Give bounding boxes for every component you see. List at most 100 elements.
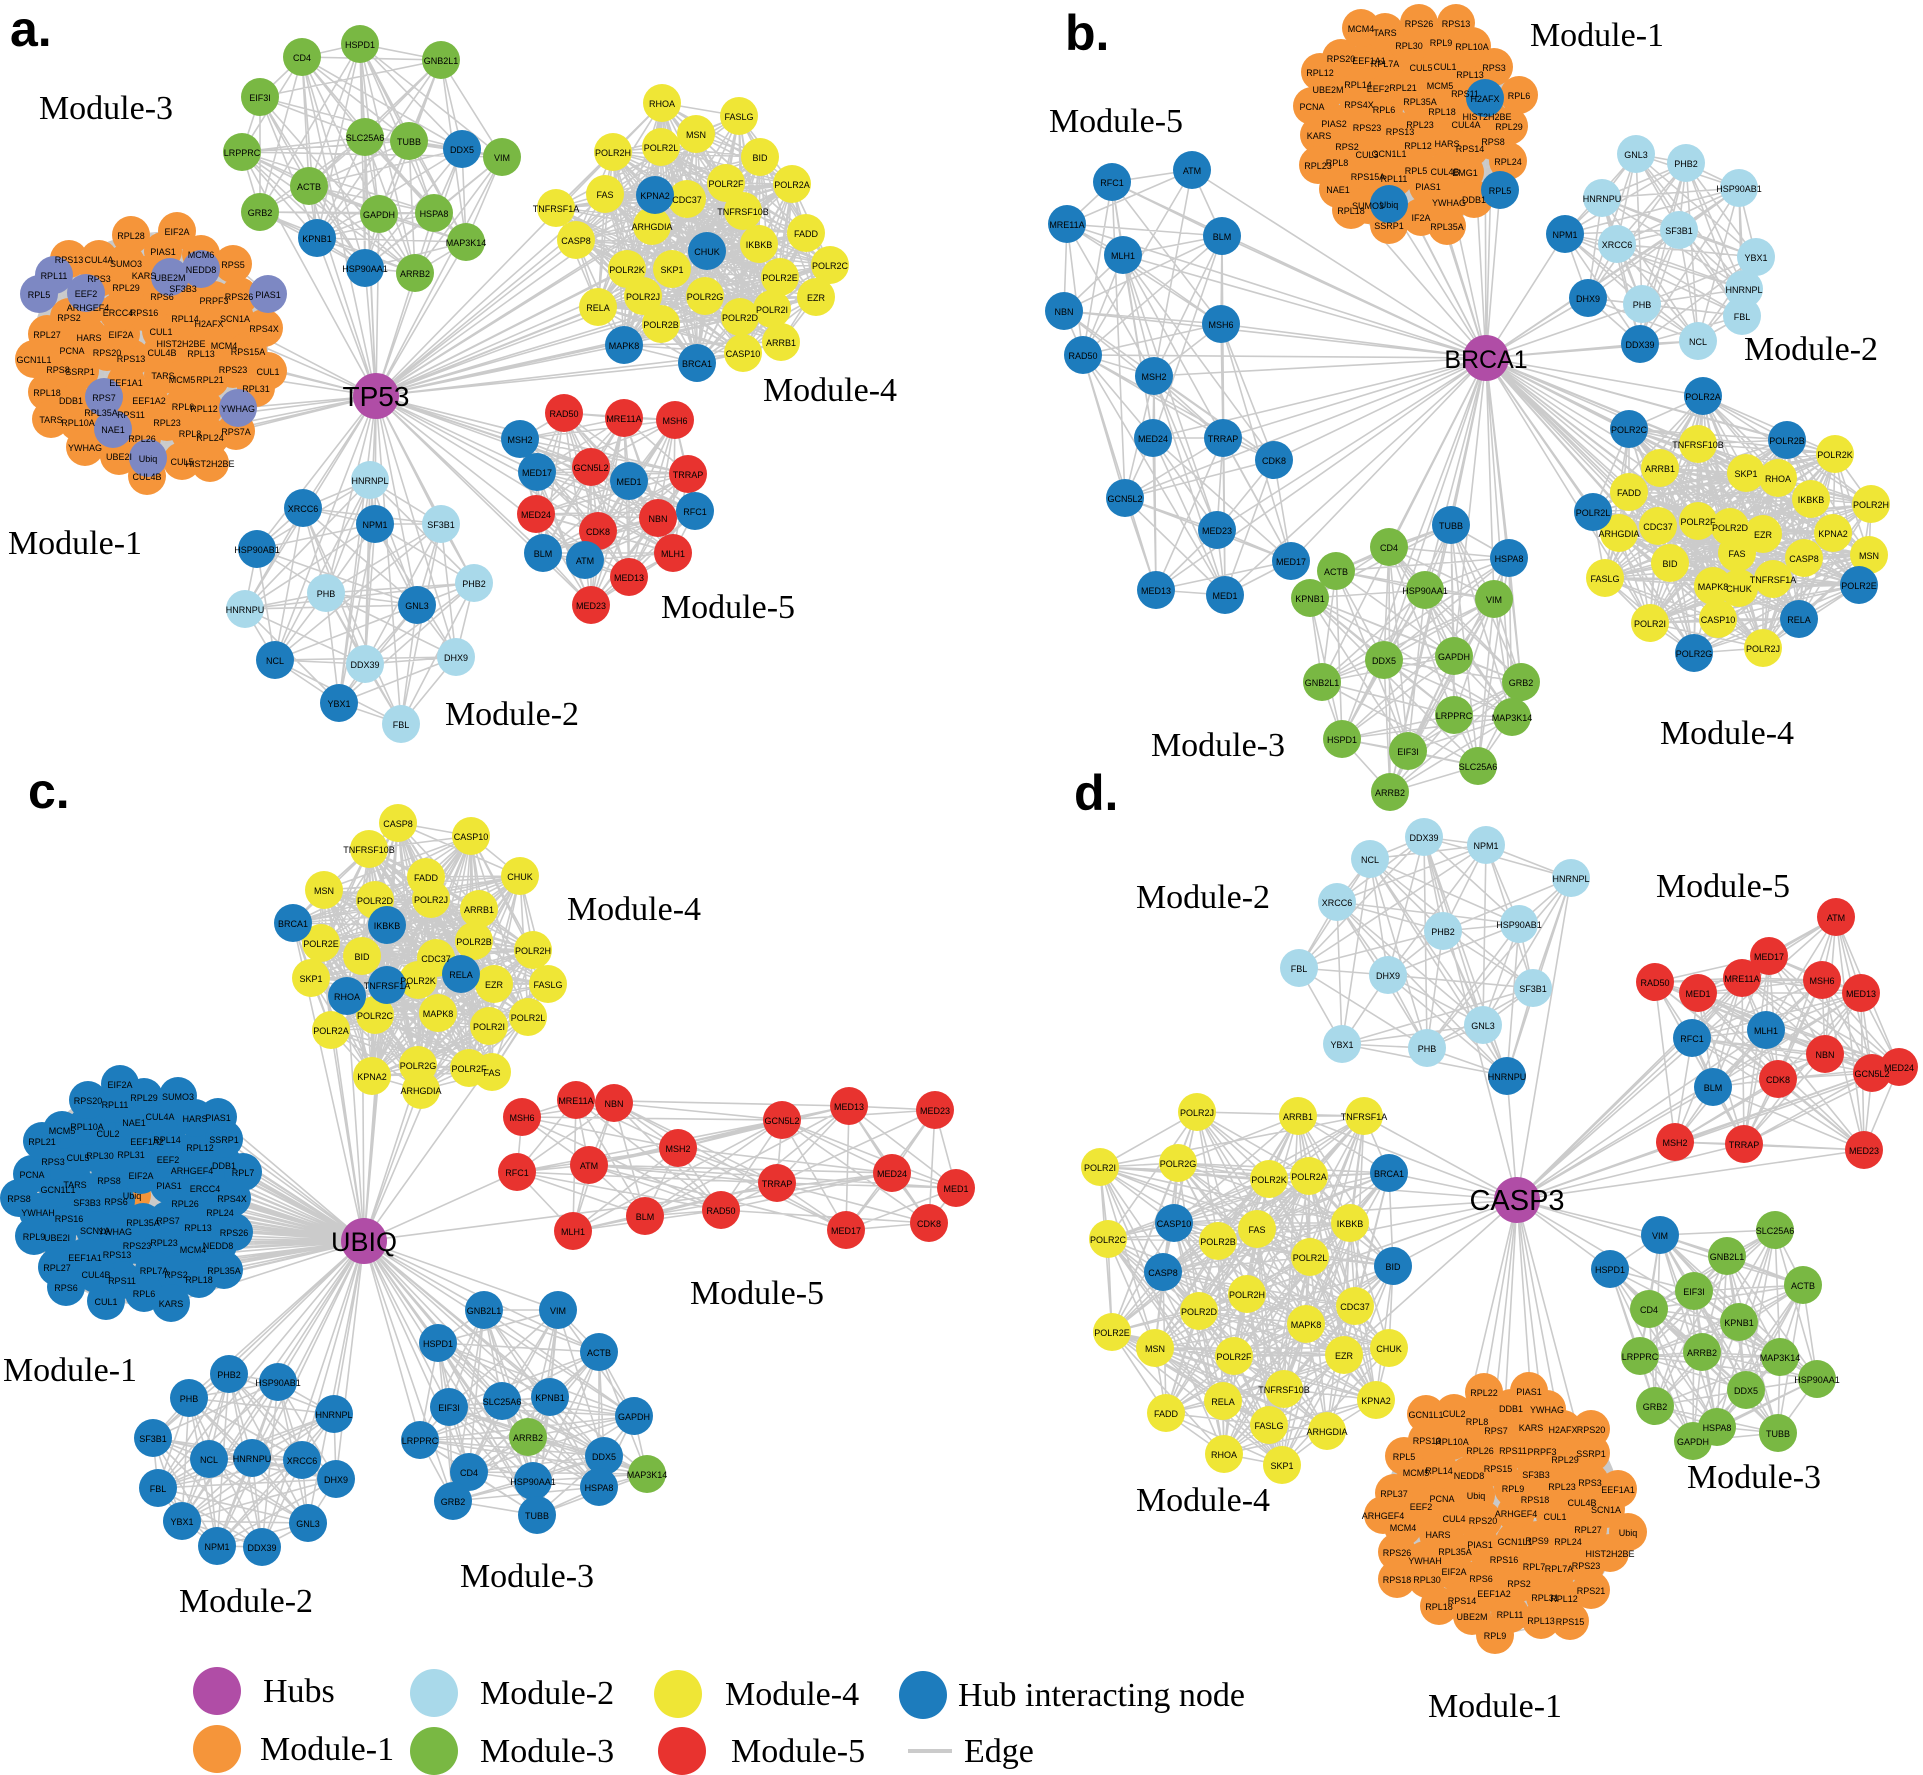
svg-text:MSH6: MSH6 — [1208, 320, 1233, 330]
svg-text:Module-5: Module-5 — [661, 589, 795, 626]
svg-text:ATM: ATM — [576, 556, 594, 566]
svg-text:RPS11: RPS11 — [108, 1276, 136, 1286]
svg-text:RPL7: RPL7 — [1523, 1562, 1546, 1572]
svg-text:SKP1: SKP1 — [1270, 1461, 1293, 1471]
svg-text:RPS3: RPS3 — [41, 1157, 65, 1167]
svg-text:MAPK8: MAPK8 — [423, 1009, 454, 1019]
svg-text:EZR: EZR — [485, 980, 504, 990]
svg-text:GCN1L1: GCN1L1 — [1371, 149, 1406, 159]
svg-text:XRCC6: XRCC6 — [1602, 240, 1633, 250]
svg-text:EIF3I: EIF3I — [1683, 1287, 1705, 1297]
svg-text:Module-1: Module-1 — [260, 1731, 394, 1768]
svg-text:CUL4B: CUL4B — [1430, 167, 1459, 177]
svg-text:DDB1: DDB1 — [1499, 1404, 1523, 1414]
svg-text:HSP90AB1: HSP90AB1 — [255, 1378, 301, 1388]
svg-text:Module-4: Module-4 — [725, 1676, 859, 1713]
svg-text:RPL6: RPL6 — [133, 1289, 156, 1299]
svg-text:MED23: MED23 — [576, 601, 606, 611]
svg-text:RPL27: RPL27 — [33, 330, 61, 340]
svg-text:RPS20: RPS20 — [1327, 54, 1356, 64]
svg-text:RPL37: RPL37 — [1380, 1489, 1408, 1499]
svg-text:HIST2H2BE: HIST2H2BE — [1462, 112, 1511, 122]
svg-text:KPNB1: KPNB1 — [535, 1393, 565, 1403]
svg-text:PIAS1: PIAS1 — [150, 247, 176, 257]
svg-text:TARS: TARS — [1373, 28, 1396, 38]
svg-text:POLR2H: POLR2H — [595, 148, 631, 158]
svg-text:RPL21: RPL21 — [196, 375, 224, 385]
svg-text:MED17: MED17 — [1276, 557, 1306, 567]
svg-text:CUL1: CUL1 — [256, 367, 279, 377]
svg-text:RPL18: RPL18 — [185, 1275, 213, 1285]
svg-text:POLR2D: POLR2D — [722, 313, 759, 323]
svg-text:MSN: MSN — [1145, 1344, 1165, 1354]
svg-text:XRCC6: XRCC6 — [288, 504, 319, 514]
svg-text:LRPPRC: LRPPRC — [1622, 1352, 1659, 1362]
svg-text:MCM5: MCM5 — [1427, 81, 1454, 91]
svg-text:SF3B3: SF3B3 — [169, 284, 197, 294]
svg-text:CHUK: CHUK — [507, 872, 533, 882]
svg-text:UBE2M: UBE2M — [1456, 1612, 1487, 1622]
svg-text:RFC1: RFC1 — [1100, 178, 1124, 188]
svg-text:MCM5: MCM5 — [49, 1126, 76, 1136]
svg-text:CUL5: CUL5 — [1409, 63, 1432, 73]
svg-text:RPL14: RPL14 — [171, 314, 199, 324]
svg-text:PHB: PHB — [317, 589, 336, 599]
svg-text:POLR2B: POLR2B — [1200, 1237, 1236, 1247]
svg-text:CUL1: CUL1 — [1433, 62, 1456, 72]
svg-text:PIAS1: PIAS1 — [156, 1181, 182, 1191]
svg-text:POLR2I: POLR2I — [1634, 619, 1666, 629]
svg-text:RPL10A: RPL10A — [1435, 1437, 1469, 1447]
svg-text:MSH6: MSH6 — [1809, 976, 1834, 986]
svg-text:EZR: EZR — [1754, 530, 1773, 540]
svg-text:Hub interacting node: Hub interacting node — [958, 1677, 1245, 1714]
svg-text:UBE2I: UBE2I — [44, 1233, 70, 1243]
svg-text:SSRP1: SSRP1 — [65, 367, 95, 377]
svg-text:RPS16: RPS16 — [130, 308, 159, 318]
svg-text:MED1: MED1 — [1685, 989, 1710, 999]
svg-text:MSH6: MSH6 — [662, 416, 687, 426]
svg-text:CHUK: CHUK — [694, 247, 720, 257]
svg-text:RPS26: RPS26 — [1405, 19, 1434, 29]
svg-text:CASP10: CASP10 — [726, 349, 761, 359]
svg-text:MED24: MED24 — [521, 510, 551, 520]
svg-text:YWHAG: YWHAG — [98, 1227, 132, 1237]
svg-text:CUL2: CUL2 — [96, 1129, 119, 1139]
svg-text:HNRNPL: HNRNPL — [351, 476, 388, 486]
svg-text:CUL4B: CUL4B — [1567, 1498, 1596, 1508]
svg-text:HSP90AB1: HSP90AB1 — [1496, 920, 1542, 930]
svg-text:RPS18: RPS18 — [1383, 1575, 1412, 1585]
svg-text:SUMO3: SUMO3 — [110, 259, 142, 269]
svg-text:HSP90AB1: HSP90AB1 — [234, 545, 280, 555]
svg-text:RPS23: RPS23 — [219, 365, 248, 375]
svg-text:PIAS1: PIAS1 — [255, 290, 281, 300]
svg-text:POLR2K: POLR2K — [1251, 1175, 1287, 1185]
svg-text:NPM1: NPM1 — [1552, 230, 1577, 240]
svg-text:VIM: VIM — [550, 1306, 566, 1316]
svg-text:RPS2: RPS2 — [164, 1270, 188, 1280]
svg-text:NEDD8: NEDD8 — [203, 1241, 234, 1251]
svg-text:POLR2F: POLR2F — [1216, 1352, 1252, 1362]
svg-text:MSN: MSN — [314, 886, 334, 896]
svg-text:TNFRSF10B: TNFRSF10B — [343, 845, 395, 855]
svg-text:UBIQ: UBIQ — [331, 1227, 397, 1257]
svg-text:PIAS1: PIAS1 — [1415, 182, 1441, 192]
svg-text:RFC1: RFC1 — [1680, 1034, 1704, 1044]
svg-text:KARS: KARS — [132, 271, 157, 281]
svg-text:RPL12: RPL12 — [190, 404, 218, 414]
svg-text:NBN: NBN — [1054, 307, 1073, 317]
svg-text:HIST2H2BE: HIST2H2BE — [1585, 1549, 1634, 1559]
svg-text:TRRAP: TRRAP — [1729, 1140, 1760, 1150]
svg-text:Module-2: Module-2 — [480, 1675, 614, 1712]
svg-text:GRB2: GRB2 — [248, 208, 273, 218]
svg-text:POLR2A: POLR2A — [1685, 392, 1721, 402]
svg-text:RPL28: RPL28 — [117, 231, 145, 241]
svg-text:TNFRSF1A: TNFRSF1A — [364, 981, 411, 991]
svg-text:Module-1: Module-1 — [8, 525, 142, 562]
svg-text:RPL5: RPL5 — [1489, 186, 1512, 196]
svg-text:DDX5: DDX5 — [1734, 1386, 1758, 1396]
svg-text:NPM1: NPM1 — [1473, 841, 1498, 851]
svg-text:NCL: NCL — [200, 1455, 218, 1465]
svg-text:RPS13: RPS13 — [1442, 19, 1471, 29]
svg-text:RPS2: RPS2 — [1507, 1579, 1531, 1589]
svg-text:RPL21: RPL21 — [1389, 83, 1417, 93]
